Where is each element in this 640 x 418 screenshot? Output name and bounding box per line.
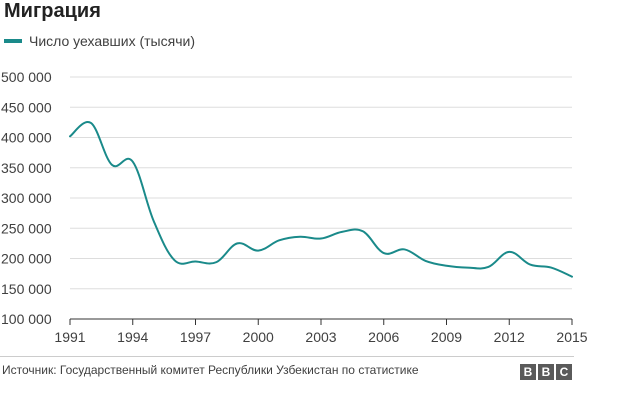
legend-swatch [4,39,22,43]
y-tick-label: 400 000 [1,130,52,146]
bbc-logo-letter: B [520,364,536,380]
bbc-logo-letter: C [556,364,572,380]
data-point [425,260,427,262]
tick-labels: 100 000 150 000 200 000 250 000 300 000 350 0… [1,69,588,345]
legend-label: Число уехавших (тысячи) [29,33,195,49]
y-tick-label: 300 000 [1,190,52,206]
source-note: Источник: Государственный комитет Респуб… [2,363,419,377]
x-tick-label: 1994 [117,329,148,345]
axes [69,318,573,325]
x-tick-label: 2012 [494,329,525,345]
data-point [550,267,552,269]
data-point [195,261,197,263]
data-point [299,236,301,238]
bbc-logo: B B C [520,364,572,380]
data-point [111,164,113,166]
x-tick-label: 2015 [556,329,587,345]
legend: Число уехавших (тысячи) [4,33,195,49]
x-tick-label: 2006 [368,329,399,345]
y-tick-label: 200 000 [1,251,52,267]
data-point [446,265,448,267]
data-point [571,276,573,278]
x-tick-label: 1997 [180,329,211,345]
y-tick-label: 150 000 [1,281,52,297]
data-point [174,259,176,261]
data-point [215,261,217,263]
series-lines [69,121,573,278]
x-tick-label: 1991 [54,329,85,345]
bbc-logo-letter: B [538,364,554,380]
data-point [404,248,406,250]
x-tick-label: 2009 [431,329,462,345]
data-point [69,135,71,137]
data-point [466,267,468,269]
y-tick-label: 100 000 [1,311,52,327]
y-tick-label: 350 000 [1,160,52,176]
data-point [236,242,238,244]
data-point [508,251,510,253]
y-tick-label: 450 000 [1,99,52,115]
y-tick-label: 250 000 [1,220,52,236]
data-point [257,250,259,252]
y-tick-label: 500 000 [1,69,52,85]
footer-divider [0,356,574,357]
chart-title: Миграция [4,0,101,22]
data-point [341,231,343,233]
data-point [529,264,531,266]
series-line [69,121,573,278]
data-point [320,238,322,240]
x-tick-label: 2003 [305,329,336,345]
data-point [278,239,280,241]
data-point [90,122,92,124]
data-point [383,252,385,254]
x-tick-label: 2000 [243,329,274,345]
data-point [132,161,134,163]
data-point [487,266,489,268]
data-point [362,230,364,232]
grid-lines [70,76,572,290]
data-point [153,220,155,222]
